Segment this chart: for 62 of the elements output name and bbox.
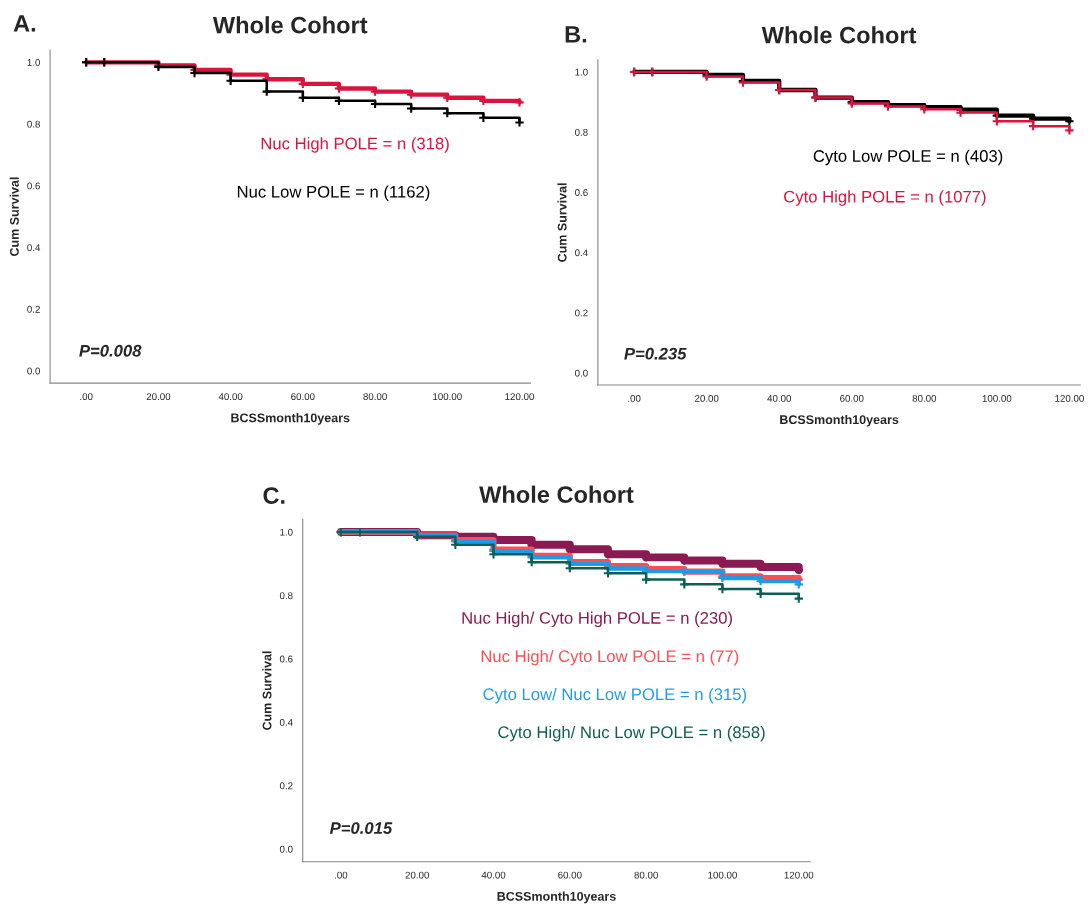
y-tick-label: 0.4 [27, 244, 41, 252]
y-tick-label: 0.6 [279, 655, 293, 663]
y-tick-label: 0.2 [27, 305, 40, 313]
text: A. [13, 15, 36, 32]
y-tick-label: 0.6 [27, 182, 40, 190]
chart-title: Whole Cohort [479, 485, 634, 503]
y-tick-label: 0.2 [575, 309, 588, 317]
x-axis-title: BCSSmonth10years [780, 414, 899, 427]
x-tick-label: 40.00 [218, 393, 243, 401]
text: Cyto High POLE = n (1077) [784, 190, 986, 206]
y-tick-label: 0.2 [279, 782, 293, 790]
x-tick-label: 120.00 [1055, 394, 1084, 402]
x-tick-label: 40.00 [767, 394, 792, 402]
text: Nuc Low POLE = n (1162) [237, 185, 430, 201]
x-tick-label: .00 [628, 394, 641, 402]
x-tick-label: 20.00 [695, 394, 719, 402]
y-tick-label: 1.0 [280, 528, 293, 536]
x-tick-label: 60.00 [558, 871, 582, 879]
text: B. [565, 26, 587, 43]
x-axis-title: BCSSmonth10years [497, 891, 616, 904]
text: Nuc High POLE = n (318) [261, 137, 449, 153]
y-axis-title: Cum Survival [262, 651, 272, 730]
y-tick-label: 0.6 [575, 189, 588, 196]
text: Nuc High/ Cyto Low POLE = n (77) [481, 649, 739, 666]
x-tick-label: 120.00 [505, 393, 534, 401]
x-tick-label: 80.00 [363, 393, 387, 401]
y-tick-label: 0.0 [575, 369, 588, 377]
x-tick-label: 100.00 [708, 871, 737, 879]
y-tick-label: 1.0 [575, 68, 588, 76]
annotation: P=0.008 [79, 344, 142, 357]
y-tick-label: 0.0 [279, 845, 293, 853]
y-tick-label: 1.0 [27, 59, 40, 66]
chart-title: Whole Cohort [761, 26, 917, 44]
x-tick-label: .00 [80, 393, 93, 401]
text: C. [263, 487, 285, 504]
x-tick-label: 80.00 [912, 394, 937, 402]
x-tick-label: 60.00 [291, 393, 315, 401]
x-tick-label: 60.00 [840, 394, 864, 402]
x-tick-label: 20.00 [146, 393, 171, 401]
annotation: P=0.235 [624, 347, 687, 360]
x-axis-title: BCSSmonth10years [231, 413, 350, 425]
text: Cyto High/ Nuc Low POLE = n (858) [498, 725, 765, 742]
x-tick-label: 100.00 [982, 394, 1012, 402]
x-tick-label: 120.00 [784, 871, 814, 879]
y-tick-label: 0.8 [279, 592, 293, 600]
y-tick-label: 0.4 [575, 249, 588, 257]
y-axis-title: Cum Survival [9, 177, 19, 256]
y-tick-label: 0.0 [27, 367, 40, 375]
x-tick-label: 80.00 [634, 871, 658, 879]
text: Nuc High/ Cyto High POLE = n (230) [462, 611, 732, 628]
y-tick-label: 0.8 [575, 128, 588, 136]
x-tick-label: 20.00 [405, 871, 429, 879]
chart-title: Whole Cohort [212, 16, 368, 34]
text: Cyto Low/ Nuc Low POLE = n (315) [483, 687, 747, 704]
annotation: P=0.015 [329, 822, 393, 834]
series-label: Cyto Low POLE = n (403) [813, 149, 1003, 166]
x-tick-label: 100.00 [433, 393, 462, 401]
y-axis-title: Cum Survival [557, 183, 567, 262]
x-tick-label: 40.00 [481, 871, 506, 879]
x-tick-label: .00 [335, 871, 348, 879]
y-tick-label: 0.4 [279, 718, 293, 726]
y-tick-label: 0.8 [27, 120, 40, 128]
